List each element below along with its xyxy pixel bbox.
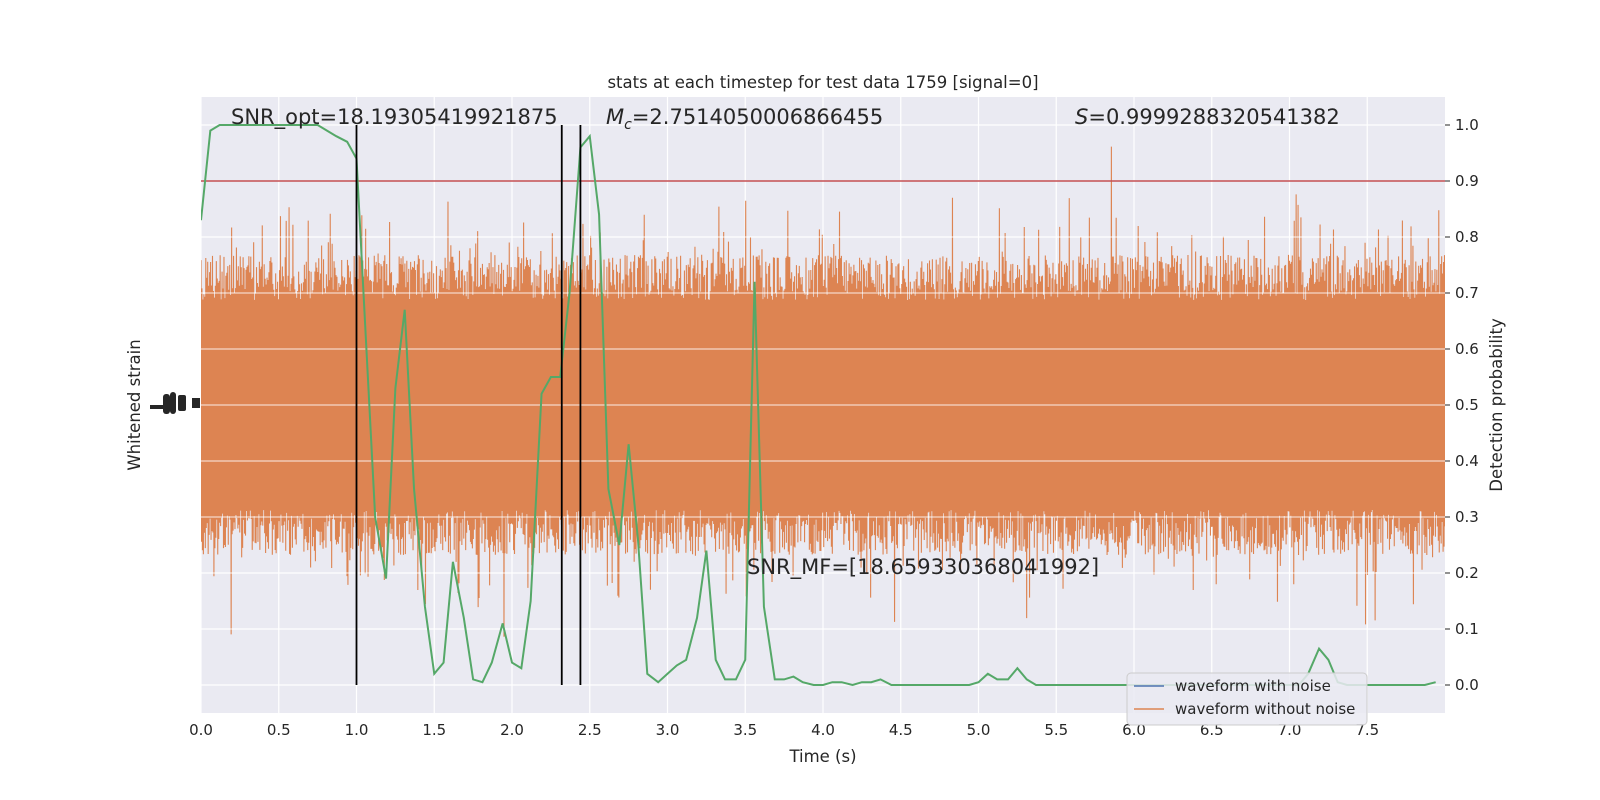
y-tick-label-right: 0.9 (1455, 172, 1479, 190)
y-tick-label-right: 0.1 (1455, 620, 1479, 638)
y-tick-label-right: 0.8 (1455, 228, 1479, 246)
x-tick-label: 0.5 (267, 721, 291, 739)
s-statistic-value: =0.9999288320541382 (1088, 105, 1339, 129)
x-tick-label: 1.0 (345, 721, 369, 739)
x-axis-label: Time (s) (788, 747, 856, 766)
y-tick-label-right: 0.0 (1455, 676, 1479, 694)
x-tick-label: 1.5 (422, 721, 446, 739)
y-tick-label-right: 0.7 (1455, 284, 1479, 302)
x-tick-label: 4.0 (811, 721, 835, 739)
legend-label-waveform-without-noise: waveform without noise (1175, 700, 1355, 718)
s-statistic-symbol: S (1075, 105, 1088, 129)
snr-opt-annotation: SNR_opt=18.19305419921875 (231, 105, 558, 130)
chirp-mass-symbol: M (606, 105, 624, 129)
y-tick-label-right: 0.5 (1455, 396, 1479, 414)
y-axis-label-left: Whitened strain (125, 339, 144, 470)
chart-title: stats at each timestep for test data 175… (607, 73, 1038, 92)
s-statistic-annotation: S=0.9999288320541382 (1075, 105, 1340, 129)
legend: waveform with noise waveform without noi… (1126, 672, 1368, 726)
chirp-mass-subscript: c (624, 117, 632, 133)
legend-box (1126, 672, 1368, 726)
x-tick-label: 5.5 (1044, 721, 1068, 739)
x-tick-label: 0.0 (189, 721, 213, 739)
tick-labels: 0.0 0.5 1.0 1.5 2.0 2.5 3.0 3.5 4.0 4.5 5.0 5.5 6.0 6… (189, 116, 1479, 739)
snr-mf-annotation: SNR_MF=[18.659330368041992] (747, 555, 1099, 580)
legend-label-waveform-with-noise: waveform with noise (1175, 677, 1331, 695)
x-tick-label: 2.5 (578, 721, 602, 739)
x-tick-label: 3.5 (733, 721, 757, 739)
y-tick-label-right: 1.0 (1455, 116, 1479, 134)
x-tick-label: 3.0 (656, 721, 680, 739)
x-tick-label: 4.5 (889, 721, 913, 739)
y-tick-label-right: 0.4 (1455, 452, 1479, 470)
chirp-mass-value: =2.7514050006866455 (632, 105, 883, 129)
x-tick-label: 5.0 (967, 721, 991, 739)
y-tick-label-right: 0.2 (1455, 564, 1479, 582)
left-axis-offset-ticks (150, 392, 200, 414)
y-tick-label-right: 0.3 (1455, 508, 1479, 526)
y-tick-label-right: 0.6 (1455, 340, 1479, 358)
chirp-mass-annotation: Mc=2.7514050006866455 (606, 105, 883, 133)
y-axis-label-right: Detection probability (1487, 318, 1506, 492)
x-tick-label: 2.0 (500, 721, 524, 739)
